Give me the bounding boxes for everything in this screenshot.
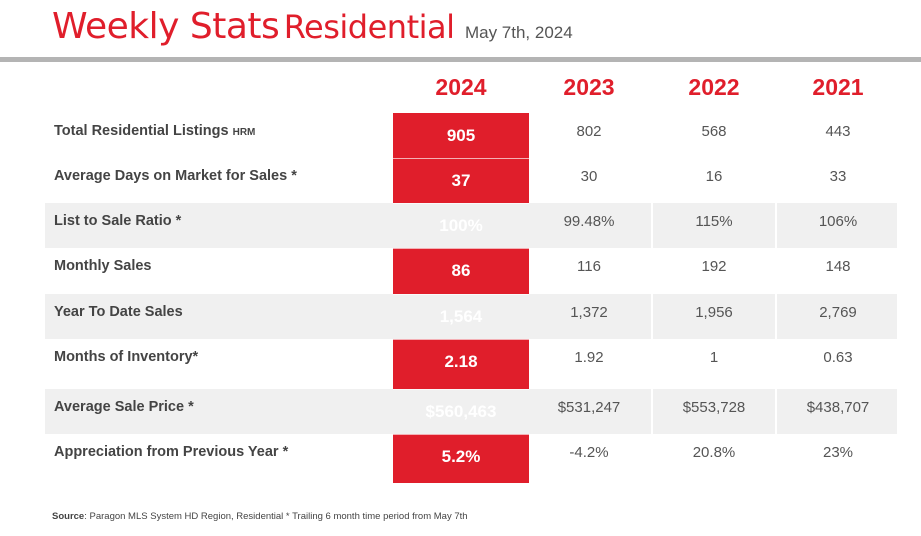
cell-2024: 5.2% (441, 447, 481, 466)
cell-2022: $553,728 (682, 399, 746, 416)
column-separator (775, 113, 777, 158)
cell-2024: 905 (446, 126, 476, 145)
cell-2024: 37 (451, 171, 471, 190)
cell-2023: 99.48% (563, 213, 615, 230)
cell-2022: 568 (701, 123, 727, 140)
table-row: List to Sale Ratio * 99.48% 115% 106% (45, 203, 897, 248)
column-separator (775, 248, 777, 293)
highlight-row-divider (393, 434, 529, 435)
highlight-row-divider (393, 158, 529, 159)
cell-2024: $560,463 (425, 402, 497, 421)
column-header-2022: 2022 (688, 74, 740, 100)
cell-2021: 148 (825, 258, 851, 275)
table-row: Monthly Sales 116 192 148 (45, 248, 897, 293)
table-row: Average Sale Price * $531,247 $553,728 $438… (45, 389, 897, 434)
cell-2023: 802 (576, 123, 602, 140)
column-separator (651, 294, 653, 339)
column-separator (651, 434, 653, 479)
page-subtitle: Residential (283, 8, 455, 46)
column-separator (651, 248, 653, 293)
cell-2024: 86 (451, 261, 471, 280)
source-note: Source: Paragon MLS System HD Region, Re… (52, 511, 468, 522)
cell-2021: 33 (829, 168, 847, 185)
row-label: Average Sale Price * (54, 399, 194, 415)
column-separator (651, 158, 653, 203)
cell-2021: 2,769 (819, 304, 857, 321)
row-label: Months of Inventory* (54, 349, 198, 365)
cell-2023: -4.2% (569, 444, 609, 461)
source-text: : Paragon MLS System HD Region, Resident… (84, 511, 468, 522)
row-label-text: Monthly Sales (54, 258, 152, 274)
cell-2021: $438,707 (806, 399, 870, 416)
table-row: Average Days on Market for Sales * 30 16 33 (45, 158, 897, 203)
row-label-text: Year To Date Sales (54, 304, 183, 320)
column-separator (775, 158, 777, 203)
column-separator (775, 294, 777, 339)
cell-2023: 30 (580, 168, 598, 185)
row-label: Average Days on Market for Sales * (54, 168, 297, 184)
column-separator (651, 203, 653, 248)
source-label: Source (52, 511, 85, 522)
cell-2021: 106% (818, 213, 858, 230)
column-separator (775, 203, 777, 248)
row-label-text: Appreciation from Previous Year * (54, 444, 289, 460)
column-separator (651, 389, 653, 434)
column-separator (651, 339, 653, 384)
cell-2023: 1.92 (574, 349, 604, 366)
row-label: Total Residential Listings HRM (54, 123, 255, 139)
column-header-2023: 2023 (563, 74, 615, 100)
cell-2024: 100% (439, 216, 483, 235)
table-row: Months of Inventory* 1.92 1 0.63 (45, 339, 897, 384)
column-separator (775, 434, 777, 479)
highlight-row-divider (393, 294, 529, 295)
table-row: Appreciation from Previous Year * -4.2% 20… (45, 434, 897, 479)
highlight-row-divider (393, 248, 529, 249)
page-header: Weekly Stats Residential May 7th, 2024 (52, 6, 573, 47)
cell-2021: 23% (822, 444, 854, 461)
cell-2023: 116 (577, 258, 601, 275)
cell-2024: 1,564 (439, 307, 483, 326)
cell-2022: 16 (705, 168, 723, 185)
cell-2023: $531,247 (557, 399, 621, 416)
row-label-text: List to Sale Ratio * (54, 213, 182, 229)
table-row: Total Residential Listings HRM 802 568 443 (45, 113, 897, 158)
row-label: Appreciation from Previous Year * (54, 444, 288, 460)
row-label-suffix: HRM (232, 127, 256, 138)
cell-2021: 0.63 (823, 349, 853, 366)
header-divider (0, 57, 921, 62)
highlight-row-divider (393, 339, 529, 340)
column-header-2021: 2021 (812, 74, 864, 100)
cell-2022: 192 (701, 258, 727, 275)
cell-2023: 1,372 (570, 304, 608, 321)
column-header-2024: 2024 (435, 74, 487, 100)
column-separator (775, 339, 777, 384)
cell-2022: 20.8% (692, 444, 736, 461)
row-label-text: Average Sale Price * (54, 399, 194, 415)
table-row: Year To Date Sales 1,372 1,956 2,769 (45, 294, 897, 339)
highlight-row-divider (393, 203, 529, 204)
row-label-text: Months of Inventory* (54, 349, 199, 365)
column-separator (651, 113, 653, 158)
cell-2022: 1,956 (695, 304, 733, 321)
row-label: Monthly Sales (54, 258, 152, 274)
row-label: Year To Date Sales (54, 304, 183, 320)
report-date: May 7th, 2024 (464, 23, 573, 42)
page-title: Weekly Stats (52, 6, 280, 47)
cell-2024: 2.18 (444, 352, 478, 371)
highlight-row-divider (393, 389, 529, 390)
cell-2021: 443 (825, 123, 851, 140)
cell-2022: 1 (709, 349, 719, 366)
row-label-text: Average Days on Market for Sales * (54, 168, 297, 184)
row-label-text: Total Residential Listings (54, 123, 229, 139)
cell-2022: 115% (695, 213, 733, 230)
column-separator (775, 389, 777, 434)
row-label: List to Sale Ratio * (54, 213, 181, 229)
